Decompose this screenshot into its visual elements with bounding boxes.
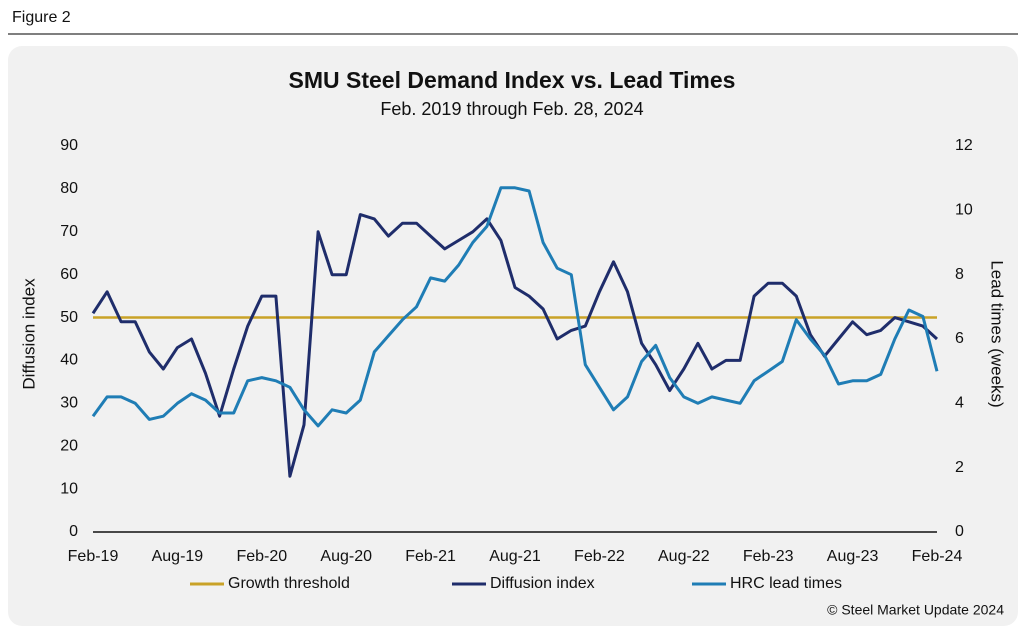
y2-tick-label: 2 — [955, 459, 964, 476]
y-tick-label: 60 — [60, 266, 78, 283]
y2-tick-label: 12 — [955, 137, 973, 154]
y-tick-label: 70 — [60, 223, 78, 240]
series-line — [91, 186, 939, 428]
legend-label: HRC lead times — [730, 575, 842, 592]
x-tick-label: Feb-21 — [405, 548, 456, 565]
y-tick-label: 80 — [60, 180, 78, 197]
x-tick-label: Feb-23 — [743, 548, 794, 565]
chart-panel — [8, 46, 1018, 626]
y-tick-label: 10 — [60, 480, 78, 497]
y-tick-label: 0 — [69, 523, 78, 540]
legend-label: Growth threshold — [228, 575, 350, 592]
x-tick-label: Aug-19 — [152, 548, 204, 565]
series-line — [91, 213, 939, 478]
figure-label: Figure 2 — [12, 9, 71, 26]
y2-tick-label: 6 — [955, 330, 964, 347]
y2-axis-label: Lead times (weeks) — [988, 260, 1007, 407]
y2-tick-label: 0 — [955, 523, 964, 540]
y-tick-label: 50 — [60, 309, 78, 326]
x-tick-label: Aug-21 — [489, 548, 541, 565]
y2-tick-label: 8 — [955, 266, 964, 283]
x-tick-label: Feb-22 — [574, 548, 625, 565]
legend-label: Diffusion index — [490, 575, 595, 592]
x-tick-label: Feb-20 — [236, 548, 287, 565]
chart-title: SMU Steel Demand Index vs. Lead Times — [289, 67, 736, 93]
y-axis-label: Diffusion index — [19, 278, 38, 390]
y2-tick-label: 10 — [955, 202, 973, 219]
chart-subtitle: Feb. 2019 through Feb. 28, 2024 — [380, 99, 643, 119]
x-tick-label: Aug-23 — [827, 548, 879, 565]
y-tick-label: 40 — [60, 352, 78, 369]
x-tick-label: Feb-19 — [68, 548, 119, 565]
y-tick-label: 20 — [60, 437, 78, 454]
source-note: © Steel Market Update 2024 — [827, 602, 1004, 618]
y-tick-label: 90 — [60, 137, 78, 154]
y2-tick-label: 4 — [955, 395, 964, 412]
x-tick-label: Aug-22 — [658, 548, 710, 565]
y-tick-label: 30 — [60, 395, 78, 412]
x-tick-label: Feb-24 — [912, 548, 963, 565]
x-tick-label: Aug-20 — [320, 548, 372, 565]
